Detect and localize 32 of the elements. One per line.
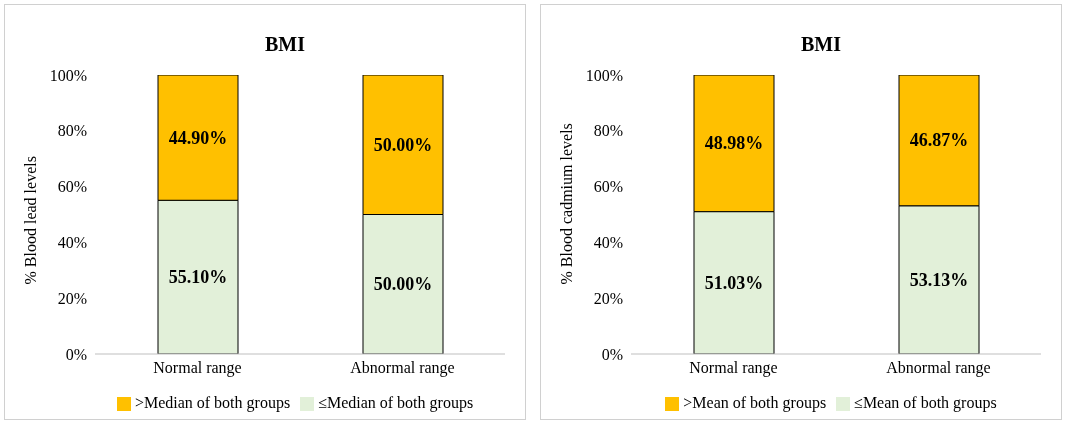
- chart-title: BMI: [264, 32, 306, 57]
- legend-label: >Mean of both groups: [683, 394, 827, 411]
- x-tick-label: Abnormal range: [886, 359, 991, 378]
- data-label: 50.00%: [373, 274, 433, 295]
- y-tick-label: 60%: [57, 178, 87, 196]
- y-tick-label: 100%: [49, 66, 87, 84]
- chart-title: BMI: [800, 32, 842, 57]
- y-tick-label: 60%: [593, 178, 623, 196]
- data-label: 46.87%: [909, 130, 969, 151]
- legend-label: ≤Median of both groups: [318, 394, 474, 411]
- legend-label: >Median of both groups: [134, 394, 291, 411]
- y-tick-label: 0%: [601, 345, 623, 363]
- data-label: 44.90%: [168, 127, 228, 148]
- y-tick-label: 40%: [593, 234, 623, 252]
- data-label: 50.00%: [373, 134, 433, 155]
- x-tick-label: Normal range: [153, 359, 242, 378]
- x-tick-label: Normal range: [689, 359, 778, 378]
- y-tick-label: 20%: [593, 289, 623, 307]
- y-tick-label: 80%: [57, 122, 87, 140]
- y-axis-title: % Blood cadmium levels: [557, 123, 575, 285]
- y-tick-label: 0%: [65, 345, 87, 363]
- data-label: 55.10%: [168, 267, 228, 288]
- y-tick-label: 20%: [57, 289, 87, 307]
- y-tick-label: 80%: [593, 122, 623, 140]
- data-label: 51.03%: [704, 272, 764, 293]
- x-tick-label: Abnormal range: [350, 359, 455, 378]
- data-label: 48.98%: [704, 133, 764, 154]
- legend-label: ≤Mean of both groups: [854, 394, 997, 411]
- data-label: 53.13%: [909, 269, 969, 290]
- y-axis-title: % Blood lead levels: [21, 156, 39, 285]
- y-tick-label: 100%: [585, 66, 623, 84]
- y-tick-label: 40%: [57, 234, 87, 252]
